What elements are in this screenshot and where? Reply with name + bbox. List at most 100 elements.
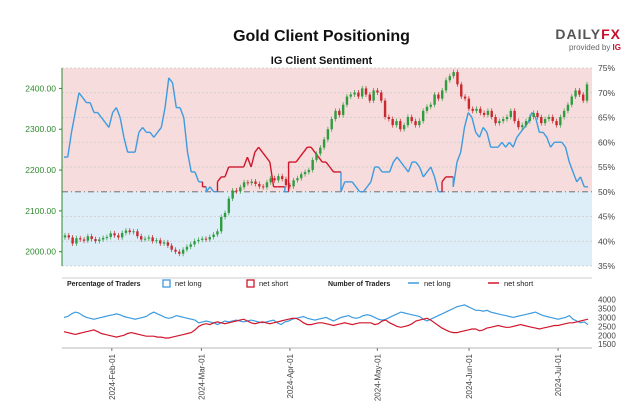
- candle-body: [490, 110, 493, 117]
- sentiment-segment: [501, 141, 507, 148]
- legend-num-label: Number of Traders: [328, 281, 390, 288]
- right-tick-label: 70%: [598, 88, 615, 98]
- right-tick-label: 65%: [598, 113, 615, 123]
- left-tick-label: 2300.00: [25, 124, 56, 134]
- candle-body: [166, 242, 170, 246]
- candle-body: [170, 245, 173, 250]
- sentiment-segment: [205, 186, 211, 193]
- sentiment-segment: [377, 166, 383, 173]
- candle-body: [559, 116, 562, 126]
- sentiment-segment: [467, 112, 473, 118]
- candle-body: [204, 238, 208, 240]
- candle-body: [250, 181, 253, 184]
- candle-body: [140, 236, 143, 240]
- date-tick-label: 2024-Feb-01: [108, 353, 117, 399]
- sentiment-segment: [568, 161, 574, 173]
- candle-body: [532, 112, 535, 117]
- sentiment-segment: [325, 161, 331, 168]
- left-tick-label: 2200.00: [25, 165, 56, 175]
- sentiment-segment: [340, 181, 346, 192]
- candle-body: [280, 176, 284, 180]
- candle-body: [456, 72, 459, 85]
- candle-body: [82, 239, 86, 241]
- candle-body: [109, 233, 112, 238]
- sentiment-segment: [89, 102, 95, 113]
- sentiment-segment: [478, 127, 484, 138]
- sentiment-segment: [258, 146, 263, 153]
- legend-short-label: net short: [259, 279, 289, 288]
- candle-body: [387, 116, 391, 120]
- candle-body: [132, 231, 135, 233]
- right-tick-label: 45%: [598, 212, 615, 222]
- provided-by-text: provided by: [568, 43, 611, 52]
- sentiment-segment: [157, 126, 162, 133]
- candle-body: [543, 119, 547, 124]
- sentiment-segment: [561, 141, 567, 148]
- candle-body: [345, 96, 349, 105]
- sentiment-segment: [108, 112, 114, 128]
- sentiment-segment: [508, 141, 514, 148]
- sentiment-segment: [243, 156, 249, 168]
- candle-body: [292, 180, 295, 187]
- sentiment-segment: [317, 156, 323, 163]
- sentiment-segment: [142, 126, 147, 133]
- candle-body: [460, 84, 463, 97]
- candle-body: [71, 237, 74, 244]
- date-tick-label: 2024-Jun-01: [465, 353, 474, 398]
- sentiment-segment: [407, 161, 413, 173]
- candle-body: [181, 249, 185, 254]
- candle-body: [67, 235, 71, 238]
- chart-title: Gold Client Positioning: [233, 28, 410, 45]
- candle-body: [208, 237, 211, 240]
- candle-body: [197, 239, 200, 242]
- candle-body: [410, 116, 413, 122]
- candle-body: [524, 121, 528, 126]
- sentiment-segment: [78, 92, 84, 99]
- candle-body: [383, 100, 387, 117]
- candle-body: [162, 242, 166, 244]
- sentiment-segment: [310, 146, 316, 153]
- candle-body: [501, 119, 505, 122]
- sentiment-segment: [149, 131, 155, 138]
- candle-body: [372, 90, 375, 101]
- sentiment-segment: [370, 166, 376, 183]
- candle-body: [239, 187, 242, 192]
- sentiment-segment: [254, 146, 260, 153]
- candle-body: [296, 178, 299, 181]
- sentiment-segment: [460, 127, 466, 153]
- candle-body: [178, 251, 181, 254]
- left-tick-label: 2000.00: [25, 247, 56, 257]
- candle-body: [174, 249, 177, 252]
- sentiment-segment: [355, 186, 361, 193]
- dailyfx-logo: DAILYFX: [555, 26, 621, 42]
- candle-body: [482, 112, 486, 115]
- candle-body: [463, 96, 467, 99]
- traders-tick-label: 3500: [598, 305, 616, 314]
- candle-body: [136, 231, 139, 237]
- date-tick-label: 2024-Apr-01: [286, 353, 295, 398]
- sentiment-segment: [505, 141, 510, 148]
- left-tick-label: 2400.00: [25, 83, 56, 93]
- candle-body: [399, 121, 402, 130]
- candle-body: [151, 237, 154, 242]
- candle-body: [94, 239, 97, 242]
- candle-body: [242, 182, 246, 188]
- brand-fx: FX: [601, 26, 621, 42]
- sentiment-segment: [246, 156, 252, 168]
- sentiment-segment: [74, 92, 80, 113]
- legend-short-box: [246, 279, 255, 288]
- candle-body: [303, 172, 307, 175]
- chart-subtitle: IG Client Sentiment: [270, 55, 373, 67]
- sentiment-segment: [97, 112, 102, 118]
- candle-body: [437, 94, 440, 99]
- candle-body: [220, 217, 223, 232]
- candle-body: [467, 98, 471, 109]
- candle-body: [395, 121, 398, 126]
- candle-body: [521, 125, 524, 128]
- sentiment-segment: [265, 156, 271, 163]
- candle-body: [185, 246, 189, 250]
- candle-body: [376, 90, 379, 93]
- candle-body: [498, 121, 501, 124]
- sentiment-segment: [516, 131, 522, 138]
